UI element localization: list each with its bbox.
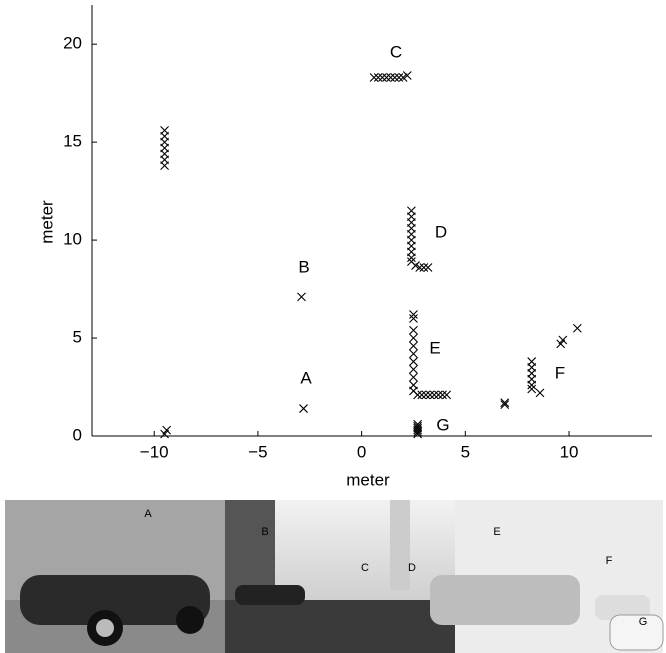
point [402, 71, 412, 80]
point [160, 125, 169, 135]
point [417, 390, 427, 400]
photo-label: C [361, 562, 369, 574]
point [369, 73, 379, 82]
point [377, 73, 387, 82]
point [409, 310, 418, 319]
x-tick-label: 10 [560, 442, 579, 461]
point [299, 404, 308, 413]
point [438, 390, 447, 400]
point [162, 425, 172, 435]
point [409, 333, 418, 343]
point [394, 73, 404, 82]
point [297, 292, 306, 302]
point [572, 323, 582, 333]
point [409, 349, 418, 359]
photo-label: A [144, 508, 152, 520]
y-tick-label: 15 [63, 132, 82, 151]
annotation: E [429, 338, 440, 357]
point [413, 421, 423, 431]
point [407, 253, 416, 263]
point [558, 335, 568, 345]
point [500, 398, 510, 408]
point [527, 380, 537, 390]
y-tick-label: 0 [73, 425, 82, 444]
photo-label: D [408, 562, 416, 574]
annotation: D [435, 222, 447, 241]
photo-label: E [493, 526, 500, 538]
point [413, 390, 423, 400]
point [415, 263, 425, 272]
photo-label: G [639, 616, 648, 628]
point [409, 314, 418, 323]
point [390, 73, 400, 82]
x-tick-label: 0 [357, 442, 366, 461]
point [386, 73, 396, 82]
x-axis-label: meter [346, 470, 390, 489]
point [373, 73, 383, 82]
point [409, 372, 418, 382]
x-tick-label: 5 [461, 442, 470, 461]
point [433, 390, 443, 400]
y-tick-label: 5 [73, 328, 82, 347]
photo-label: B [261, 526, 268, 538]
annotation: F [555, 363, 565, 382]
point [419, 263, 429, 272]
point [409, 341, 418, 351]
point [423, 263, 433, 272]
point [413, 419, 423, 429]
point [409, 365, 418, 374]
point [382, 73, 391, 82]
photo-label: F [606, 555, 613, 567]
annotation: G [436, 415, 449, 434]
point [500, 400, 510, 410]
point [413, 423, 423, 433]
x-tick-label: −5 [248, 442, 267, 461]
point [527, 384, 537, 394]
point [409, 325, 418, 335]
point [535, 388, 545, 398]
y-tick-label: 10 [63, 230, 82, 249]
y-axis-label: meter [37, 200, 56, 244]
y-tick-label: 20 [63, 34, 82, 53]
photo [5, 500, 664, 653]
x-tick-label: −10 [140, 442, 169, 461]
point [421, 390, 431, 400]
point [442, 390, 452, 400]
annotation: A [300, 368, 312, 387]
point [425, 390, 435, 400]
annotation: C [390, 42, 402, 61]
point [429, 390, 439, 400]
point [409, 357, 418, 366]
annotation: B [298, 257, 309, 276]
